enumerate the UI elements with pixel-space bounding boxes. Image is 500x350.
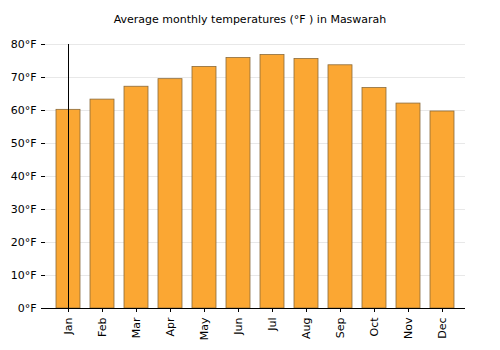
svg-text:Sep: Sep <box>334 317 347 338</box>
svg-text:10°F: 10°F <box>11 269 37 282</box>
svg-text:80°F: 80°F <box>11 38 37 51</box>
svg-text:Feb: Feb <box>96 317 109 336</box>
svg-text:Dec: Dec <box>436 318 449 339</box>
svg-text:50°F: 50°F <box>11 137 37 150</box>
svg-text:Jan: Jan <box>62 317 75 335</box>
svg-text:60°F: 60°F <box>11 104 37 117</box>
svg-text:40°F: 40°F <box>11 170 37 183</box>
svg-text:Apr: Apr <box>164 317 177 337</box>
svg-text:Jul: Jul <box>266 318 279 332</box>
svg-text:20°F: 20°F <box>11 236 37 249</box>
svg-text:May: May <box>198 317 211 340</box>
svg-text:30°F: 30°F <box>11 203 37 216</box>
svg-text:0°F: 0°F <box>18 302 37 315</box>
svg-text:Aug: Aug <box>300 318 313 339</box>
svg-text:Mar: Mar <box>130 317 143 338</box>
svg-text:Jun: Jun <box>232 317 245 335</box>
html-text:Average monthly temperatures (: Average monthly temperatures (°F ) in Ma… <box>113 13 387 26</box>
svg-text:70°F: 70°F <box>11 71 37 84</box>
svg-text:Nov: Nov <box>402 317 415 339</box>
svg-text:Oct: Oct <box>368 317 381 337</box>
